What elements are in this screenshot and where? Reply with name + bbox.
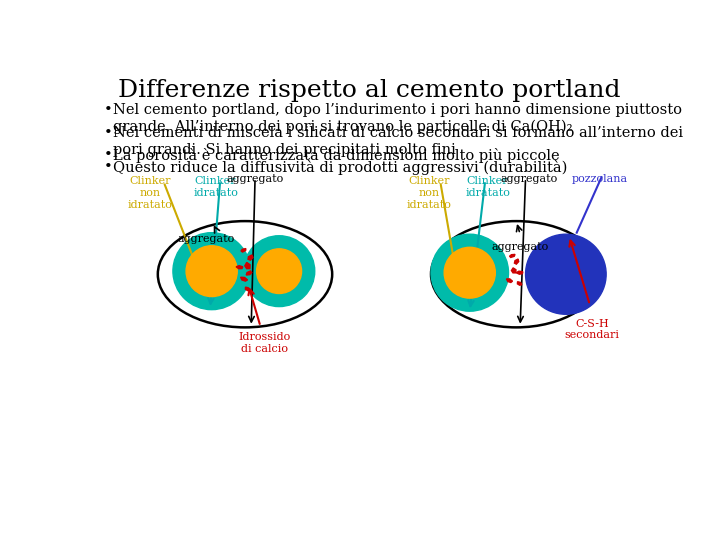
Text: Clinker
idratato: Clinker idratato bbox=[193, 177, 238, 198]
Polygon shape bbox=[506, 279, 513, 282]
Polygon shape bbox=[510, 254, 515, 258]
Text: aggregato: aggregato bbox=[227, 174, 284, 184]
Text: aggregato: aggregato bbox=[492, 242, 549, 252]
Text: Nel cemento portland, dopo l’indurimento i pori hanno dimensione piuttosto
grand: Nel cemento portland, dopo l’indurimento… bbox=[113, 103, 683, 134]
Text: C-S-H
secondari: C-S-H secondari bbox=[564, 319, 620, 341]
Polygon shape bbox=[236, 266, 243, 269]
Text: Clinker
idratato: Clinker idratato bbox=[465, 177, 510, 198]
Text: •: • bbox=[104, 126, 113, 140]
Circle shape bbox=[186, 246, 238, 296]
Polygon shape bbox=[245, 262, 250, 269]
Text: La porosità è caratterizzata da dimensioni molto più piccole: La porosità è caratterizzata da dimensio… bbox=[113, 148, 560, 163]
Circle shape bbox=[243, 236, 315, 307]
Text: Clinker
non
idratato: Clinker non idratato bbox=[407, 177, 452, 210]
Text: Clinker
non
idratato: Clinker non idratato bbox=[128, 177, 173, 210]
Circle shape bbox=[444, 247, 495, 298]
Circle shape bbox=[256, 249, 302, 294]
Text: •: • bbox=[104, 103, 113, 117]
Polygon shape bbox=[514, 259, 518, 264]
Polygon shape bbox=[246, 287, 250, 291]
Polygon shape bbox=[248, 255, 253, 260]
Text: aggregato: aggregato bbox=[501, 174, 558, 184]
Polygon shape bbox=[511, 268, 516, 273]
Text: pozzolana: pozzolana bbox=[572, 174, 628, 184]
Polygon shape bbox=[246, 271, 252, 275]
Circle shape bbox=[526, 234, 606, 314]
Polygon shape bbox=[241, 248, 246, 252]
Text: Questo riduce la diffusività di prodotti aggressivi (durabilità): Questo riduce la diffusività di prodotti… bbox=[113, 160, 567, 176]
Text: •: • bbox=[104, 160, 113, 174]
Circle shape bbox=[431, 234, 508, 311]
Text: Nei cementi di miscela i silicati di calcio secondari si formano all’interno dei: Nei cementi di miscela i silicati di cal… bbox=[113, 126, 683, 157]
Polygon shape bbox=[240, 277, 248, 281]
Text: Differenze rispetto al cemento portland: Differenze rispetto al cemento portland bbox=[118, 79, 620, 102]
Text: Idrossido
di calcio: Idrossido di calcio bbox=[238, 332, 290, 354]
Text: aggregato: aggregato bbox=[178, 234, 235, 244]
Polygon shape bbox=[516, 271, 523, 274]
Circle shape bbox=[173, 233, 251, 309]
Text: •: • bbox=[104, 148, 113, 162]
Polygon shape bbox=[518, 282, 522, 285]
